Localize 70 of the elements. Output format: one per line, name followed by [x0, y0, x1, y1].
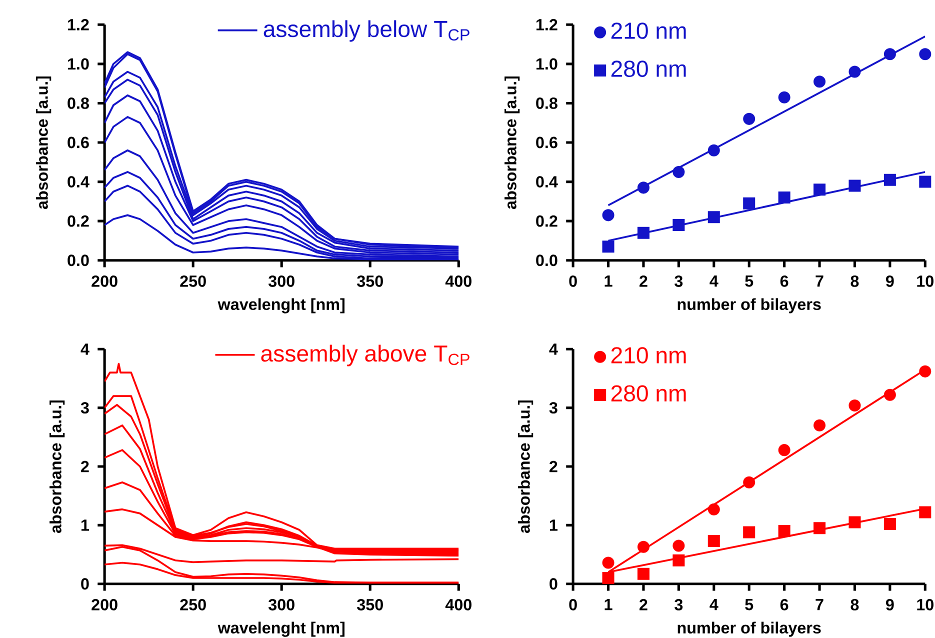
x-tick-label: 250	[180, 598, 206, 610]
x-tick-label: 1	[604, 598, 612, 610]
x-tick-label: 2	[640, 275, 648, 287]
x-tick-label: 6	[780, 598, 788, 610]
y-axis-title: absorbance [a.u.]	[50, 400, 65, 533]
y-tick-label: 0.2	[536, 215, 558, 227]
y-tick-label: 1.2	[68, 18, 89, 30]
y-tick-label: 0.6	[68, 136, 89, 148]
x-tick-label: 200	[92, 598, 118, 610]
x-tick-label: 250	[180, 275, 206, 287]
x-tick-label: 10	[917, 598, 934, 610]
y-tick-label: 0.0	[68, 254, 89, 266]
x-tick-label: 7	[816, 598, 824, 610]
legend-label: 280 nm	[611, 385, 686, 402]
x-tick-label: 9	[886, 275, 894, 287]
legend-label: 210 nm	[611, 22, 686, 39]
x-tick-label: 10	[917, 275, 934, 287]
y-tick-label: 0.2	[68, 215, 89, 227]
y-tick-label: 0.0	[536, 254, 558, 266]
x-tick-label: 0	[569, 275, 577, 287]
y-tick-label: 1.0	[68, 58, 89, 70]
x-tick-label: 4	[710, 275, 718, 287]
x-tick-label: 5	[745, 598, 754, 610]
x-tick-label: 300	[268, 275, 294, 287]
x-tick-label: 200	[92, 275, 118, 287]
legend-label: 280 nm	[611, 60, 686, 77]
legend-label: assembly above T$_{CP}$	[261, 344, 470, 366]
y-tick-label: 1	[81, 520, 90, 531]
y-tick-label: 0.4	[68, 176, 90, 188]
x-tick-label: 0	[569, 598, 577, 610]
x-axis-title: wavelenght [nm]	[218, 298, 344, 314]
x-tick-label: 2	[640, 598, 648, 610]
x-tick-label: 6	[780, 275, 788, 287]
y-tick-label: 0.4	[536, 176, 558, 188]
y-tick-label: 3	[80, 402, 89, 414]
x-axis-title: wavelenght [nm]	[218, 622, 344, 637]
y-tick-label: 2	[550, 460, 558, 472]
y-tick-label: 4	[80, 344, 90, 355]
x-tick-label: 3	[674, 598, 683, 610]
y-axis-title: absorbance [a.u.]	[518, 400, 534, 533]
x-tick-label: 300	[268, 598, 294, 610]
x-tick-label: 5	[745, 275, 754, 287]
y-tick-label: 0.6	[536, 136, 558, 148]
y-axis-title: absorbance [a.u.]	[36, 76, 52, 209]
y-axis-title: absorbance [a.u.]	[504, 76, 520, 209]
legend-label: 210 nm	[611, 347, 686, 364]
x-tick-label: 8	[850, 275, 859, 287]
x-tick-label: 400	[445, 275, 472, 287]
y-tick-label: 0.8	[536, 97, 558, 109]
y-tick-label: 0	[81, 578, 89, 590]
x-axis-title: number of bilayers	[678, 298, 821, 314]
x-tick-label: 1	[604, 275, 612, 287]
y-tick-label: 0	[550, 578, 558, 590]
y-tick-label: 4	[549, 344, 558, 355]
x-tick-label: 9	[886, 598, 894, 610]
x-tick-label: 4	[710, 598, 718, 610]
x-tick-label: 3	[674, 275, 683, 287]
x-tick-label: 7	[816, 275, 824, 287]
x-tick-label: 350	[356, 275, 383, 287]
y-tick-label: 0.8	[68, 97, 89, 109]
y-tick-label: 1	[550, 520, 558, 531]
y-tick-label: 1.0	[536, 58, 558, 70]
x-tick-label: 350	[356, 598, 383, 610]
y-tick-label: 3	[549, 402, 558, 414]
x-tick-label: 8	[850, 598, 859, 610]
legend-label: assembly below T$_{CP}$	[264, 20, 470, 42]
y-tick-label: 2	[81, 460, 89, 472]
x-axis-title: number of bilayers	[678, 622, 821, 637]
x-tick-label: 400	[445, 598, 472, 610]
y-tick-label: 1.2	[536, 18, 558, 30]
